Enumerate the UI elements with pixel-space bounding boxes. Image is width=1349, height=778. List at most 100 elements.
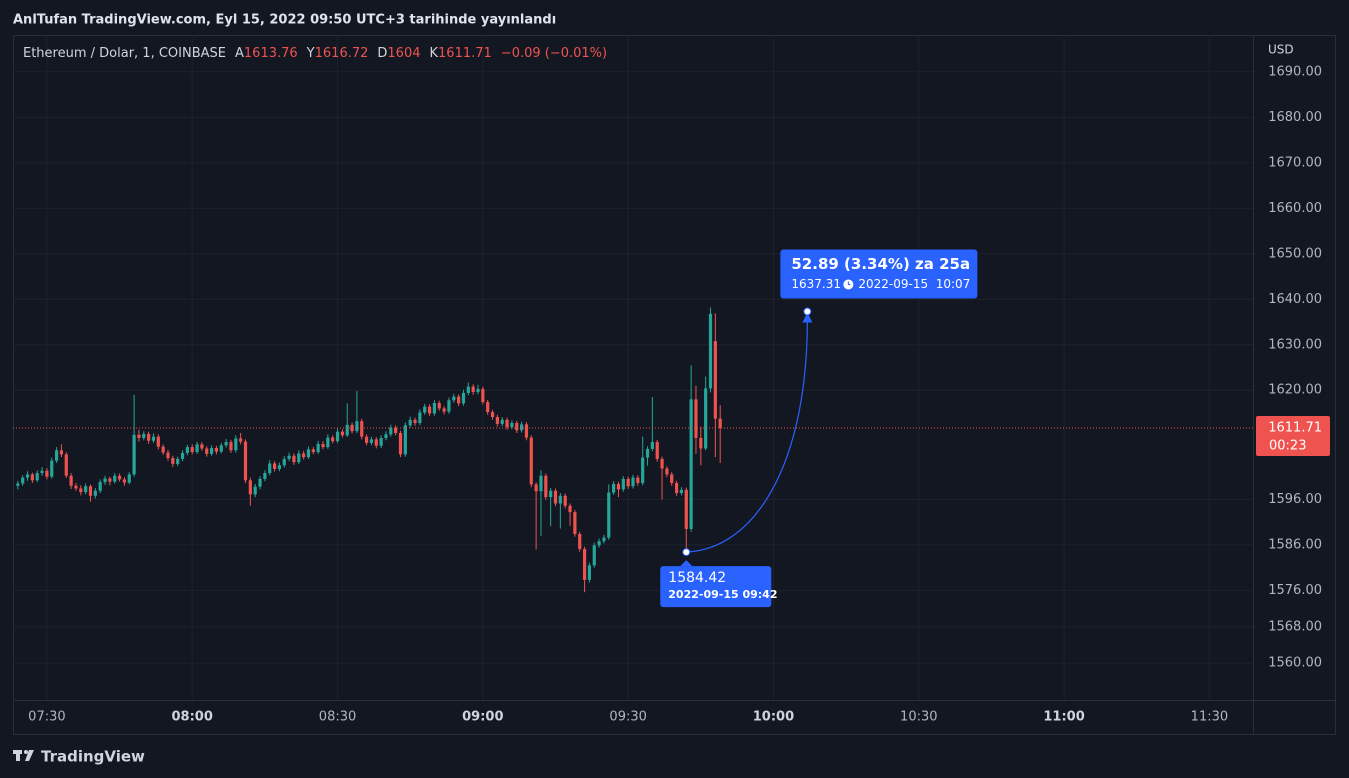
forecast-start-box: [660, 566, 772, 608]
candle-body: [272, 463, 277, 469]
candle-body: [631, 477, 635, 487]
y-tick-label: 1670.00: [1268, 155, 1322, 170]
y-tick-label: 1596.00: [1268, 492, 1322, 507]
brand-logo: TradingView: [13, 748, 145, 766]
candle-body: [243, 441, 248, 481]
ohlc-value: 1611.71: [438, 46, 492, 61]
candle-body: [674, 483, 679, 494]
y-tick-label: 1630.00: [1268, 337, 1322, 352]
candle-body: [612, 483, 616, 493]
candle-body: [592, 545, 596, 566]
candle-body: [645, 448, 650, 458]
candle-body: [45, 470, 49, 477]
x-tick-label: 09:00: [462, 710, 503, 725]
candle-body: [394, 427, 398, 433]
candle-body: [524, 424, 529, 438]
chart-frame: [13, 35, 1336, 735]
candle-body: [185, 447, 189, 454]
candle-body: [195, 444, 199, 453]
change: −0.09 (−0.01%): [501, 46, 607, 61]
candle-body: [519, 424, 524, 431]
candle-body: [655, 442, 659, 459]
candle-body: [345, 424, 349, 436]
x-tick-label: 08:30: [319, 710, 356, 725]
candle-body: [505, 419, 509, 428]
y-tick-label: 1660.00: [1268, 201, 1322, 216]
candle-body: [64, 454, 68, 476]
candle-body: [253, 486, 257, 495]
candle-body: [369, 439, 374, 444]
candle-body: [239, 438, 243, 442]
candle-body: [578, 533, 582, 549]
candle-body: [636, 477, 640, 484]
candle-body: [694, 399, 698, 439]
candle-body: [326, 437, 330, 448]
candle-body: [16, 483, 20, 486]
forecast-arrow: [802, 312, 813, 323]
candle-body: [21, 477, 25, 484]
candle-body: [621, 478, 625, 490]
forecast-target-price: 1637.31: [791, 277, 841, 291]
candle-body: [549, 490, 553, 498]
ohlc-letter: A: [235, 46, 244, 61]
candle-body: [413, 419, 417, 423]
candle-body: [660, 458, 664, 469]
candle-body: [297, 453, 301, 463]
candle-body: [689, 399, 693, 529]
candle-body: [282, 458, 286, 466]
candle-body: [161, 446, 165, 453]
candle-body: [113, 475, 117, 482]
candle-body: [558, 495, 562, 504]
candle-body: [510, 422, 514, 428]
candle-body: [461, 392, 466, 404]
candle-body: [486, 402, 490, 413]
forecast-curve: [686, 319, 808, 553]
candle-body: [234, 438, 238, 451]
legend: Ethereum / Dolar, 1, COINBASE A1613.76 Y16…: [23, 46, 607, 61]
candle-body: [302, 453, 306, 458]
ohlc-value: 1604: [387, 46, 420, 61]
clock-hands: [847, 281, 851, 286]
candle-body: [248, 480, 252, 495]
candle-body: [432, 402, 437, 414]
countdown: 00:23: [1269, 438, 1306, 453]
candle-body: [171, 458, 175, 464]
symbol-title: Ethereum / Dolar, 1, COINBASE: [23, 46, 226, 61]
last-price-label: 1611.71: [1268, 420, 1322, 435]
candle-body: [582, 548, 587, 580]
candle-body: [364, 436, 369, 444]
candle-body: [25, 474, 30, 478]
candle-body: [219, 445, 223, 452]
candle-body: [156, 436, 160, 447]
candle-body: [147, 433, 151, 441]
candle-body: [626, 478, 630, 487]
candle-body: [500, 419, 504, 424]
candle-body: [50, 460, 54, 477]
candle-body: [490, 412, 495, 418]
x-tick-label: 11:00: [1043, 710, 1084, 725]
candle-body: [263, 473, 267, 479]
candle-body: [534, 484, 538, 492]
candle-body: [553, 490, 558, 504]
candle-body: [311, 449, 315, 453]
candle-body: [190, 447, 194, 453]
candle-body: [679, 489, 684, 494]
forecast-change: 52.89 (3.34%) za 25a: [791, 255, 970, 273]
x-tick-label: 09:30: [609, 710, 646, 725]
candle-body: [704, 388, 708, 449]
candle-body: [268, 463, 272, 474]
candle-body: [587, 565, 592, 580]
x-tick-label: 11:30: [1191, 710, 1228, 725]
candle-body: [515, 422, 519, 431]
candle-body: [544, 475, 548, 498]
candle-body: [54, 450, 59, 461]
candle-body: [708, 313, 713, 389]
y-tick-label: 1576.00: [1268, 583, 1322, 598]
last-price-box: [1256, 415, 1330, 456]
x-tick-label: 10:00: [753, 710, 794, 725]
candle-body: [384, 434, 388, 439]
candle-body: [88, 486, 93, 496]
candle-body: [568, 505, 572, 513]
y-tick-label: 1568.00: [1268, 619, 1322, 634]
